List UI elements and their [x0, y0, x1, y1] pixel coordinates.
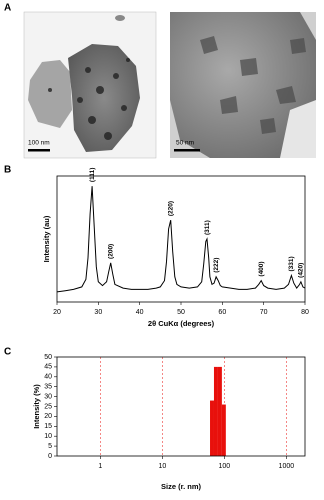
- x-tick-label: 70: [260, 309, 268, 316]
- panel-label: A: [4, 3, 11, 14]
- peak-label: (311): [204, 220, 211, 235]
- plot-frame: [56, 356, 306, 457]
- x-tick-label: 60: [218, 309, 226, 316]
- peak-label: (331): [288, 256, 295, 271]
- y-tick-label: 25: [44, 403, 52, 410]
- peak-label: (420): [298, 263, 305, 278]
- scale-bar-label: 50 nm: [176, 140, 194, 147]
- peak-label: (200): [107, 244, 114, 259]
- bar: [213, 366, 218, 456]
- y-tick-label: 50: [44, 354, 52, 361]
- y-tick-label: 45: [44, 364, 52, 371]
- bar: [210, 400, 214, 456]
- x-tick-label: 80: [301, 309, 309, 316]
- y-axis-label: Intensity (au): [42, 215, 51, 262]
- xrd-line: [56, 186, 306, 293]
- x-tick-label: 1000: [279, 463, 295, 470]
- x-tick-label: 50: [177, 309, 185, 316]
- bar: [221, 404, 226, 456]
- scale-bar-label: 100 nm: [28, 140, 50, 147]
- peak-label: (220): [167, 201, 174, 216]
- tem-image: 50 nm: [170, 12, 316, 158]
- y-tick-label: 40: [44, 374, 52, 381]
- y-tick-label: 5: [48, 443, 52, 450]
- x-tick-label: 10: [158, 463, 166, 470]
- tem-image: 100 nm: [23, 11, 157, 159]
- peak-label: (400): [258, 261, 265, 276]
- panel-label: C: [4, 347, 11, 358]
- x-tick-label: 1: [98, 463, 102, 470]
- panel-label: B: [4, 165, 11, 176]
- y-tick-label: 30: [44, 393, 52, 400]
- peak-label: (111): [89, 168, 96, 182]
- y-tick-label: 20: [44, 413, 52, 420]
- x-tick-label: 100: [218, 463, 230, 470]
- x-tick-label: 20: [53, 309, 61, 316]
- bar: [217, 366, 222, 456]
- y-tick-label: 0: [48, 453, 52, 460]
- y-tick-label: 15: [44, 423, 52, 430]
- plot-frame: [56, 175, 306, 303]
- y-tick-label: 10: [44, 433, 52, 440]
- peak-label: (222): [213, 258, 220, 273]
- x-tick-label: 30: [94, 309, 102, 316]
- x-tick-label: 40: [136, 309, 144, 316]
- x-axis-label: Size (r. nm): [161, 482, 202, 491]
- y-tick-label: 35: [44, 384, 52, 391]
- y-axis-label: Intensity (%): [32, 384, 41, 429]
- x-axis-label: 2θ CuKα (degrees): [148, 319, 215, 328]
